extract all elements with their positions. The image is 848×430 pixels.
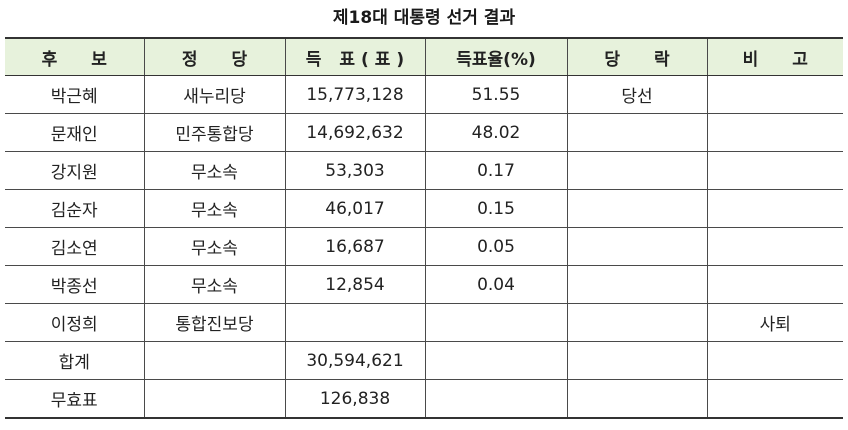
cell-result xyxy=(566,227,708,266)
cell-party: 무소속 xyxy=(143,265,286,304)
cell-vote-share xyxy=(424,379,568,419)
cell-votes: 126,838 xyxy=(284,379,426,419)
cell-votes xyxy=(284,303,426,342)
cell-party: 무소속 xyxy=(143,151,286,190)
cell-remarks xyxy=(706,379,843,419)
cell-party: 무소속 xyxy=(143,227,286,266)
cell-remarks xyxy=(706,189,843,228)
cell-vote-share: 0.05 xyxy=(424,227,568,266)
table-row: 박근혜 새누리당 15,773,128 51.55 당선 xyxy=(5,75,843,114)
cell-remarks xyxy=(706,113,843,152)
cell-result xyxy=(566,113,708,152)
cell-vote-share xyxy=(424,341,568,380)
header-vote-share: 득표율(%) xyxy=(424,37,568,76)
cell-party: 새누리당 xyxy=(143,75,286,114)
cell-votes: 30,594,621 xyxy=(284,341,426,380)
header-votes: 득 표(표) xyxy=(284,37,426,76)
cell-result xyxy=(566,151,708,190)
election-results-table: 후 보 정 당 득 표(표) 득표율(%) 당 락 비 고 박근혜 새누리당 1… xyxy=(5,37,843,419)
cell-remarks xyxy=(706,341,843,380)
cell-party: 통합진보당 xyxy=(143,303,286,342)
table-row: 김소연 무소속 16,687 0.05 xyxy=(5,227,843,266)
cell-candidate: 박근혜 xyxy=(5,75,145,114)
cell-remarks xyxy=(706,227,843,266)
table-row: 강지원 무소속 53,303 0.17 xyxy=(5,151,843,190)
cell-result xyxy=(566,265,708,304)
header-remarks: 비 고 xyxy=(706,37,843,76)
cell-result xyxy=(566,379,708,419)
header-result: 당 락 xyxy=(566,37,708,76)
cell-party xyxy=(143,379,286,419)
table-row: 이정희 통합진보당 사퇴 xyxy=(5,303,843,342)
cell-votes: 53,303 xyxy=(284,151,426,190)
table-row: 박종선 무소속 12,854 0.04 xyxy=(5,265,843,304)
cell-result xyxy=(566,303,708,342)
header-candidate: 후 보 xyxy=(5,37,145,76)
cell-candidate: 이정희 xyxy=(5,303,145,342)
cell-result xyxy=(566,189,708,228)
cell-vote-share xyxy=(424,303,568,342)
table-row: 문재인 민주통합당 14,692,632 48.02 xyxy=(5,113,843,152)
header-row: 후 보 정 당 득 표(표) 득표율(%) 당 락 비 고 xyxy=(5,37,843,76)
cell-candidate: 강지원 xyxy=(5,151,145,190)
page-title: 제18대 대통령 선거 결과 xyxy=(332,8,516,28)
cell-party: 민주통합당 xyxy=(143,113,286,152)
cell-remarks xyxy=(706,151,843,190)
cell-vote-share: 0.15 xyxy=(424,189,568,228)
cell-vote-share: 48.02 xyxy=(424,113,568,152)
cell-votes: 14,692,632 xyxy=(284,113,426,152)
cell-vote-share: 0.17 xyxy=(424,151,568,190)
table-row-invalid-votes: 무효표 126,838 xyxy=(5,379,843,419)
cell-remarks xyxy=(706,265,843,304)
header-party: 정 당 xyxy=(143,37,286,76)
cell-vote-share: 0.04 xyxy=(424,265,568,304)
cell-candidate: 박종선 xyxy=(5,265,145,304)
cell-votes: 16,687 xyxy=(284,227,426,266)
cell-candidate: 문재인 xyxy=(5,113,145,152)
cell-party: 무소속 xyxy=(143,189,286,228)
cell-candidate: 김소연 xyxy=(5,227,145,266)
cell-party xyxy=(143,341,286,380)
cell-candidate: 김순자 xyxy=(5,189,145,228)
cell-vote-share: 51.55 xyxy=(424,75,568,114)
cell-result: 당선 xyxy=(566,75,708,114)
cell-votes: 46,017 xyxy=(284,189,426,228)
table-row-total: 합계 30,594,621 xyxy=(5,341,843,380)
cell-candidate: 합계 xyxy=(5,341,145,380)
table-row: 김순자 무소속 46,017 0.15 xyxy=(5,189,843,228)
cell-remarks xyxy=(706,75,843,114)
cell-result xyxy=(566,341,708,380)
cell-votes: 15,773,128 xyxy=(284,75,426,114)
cell-votes: 12,854 xyxy=(284,265,426,304)
cell-candidate: 무효표 xyxy=(5,379,145,419)
cell-remarks: 사퇴 xyxy=(706,303,843,342)
